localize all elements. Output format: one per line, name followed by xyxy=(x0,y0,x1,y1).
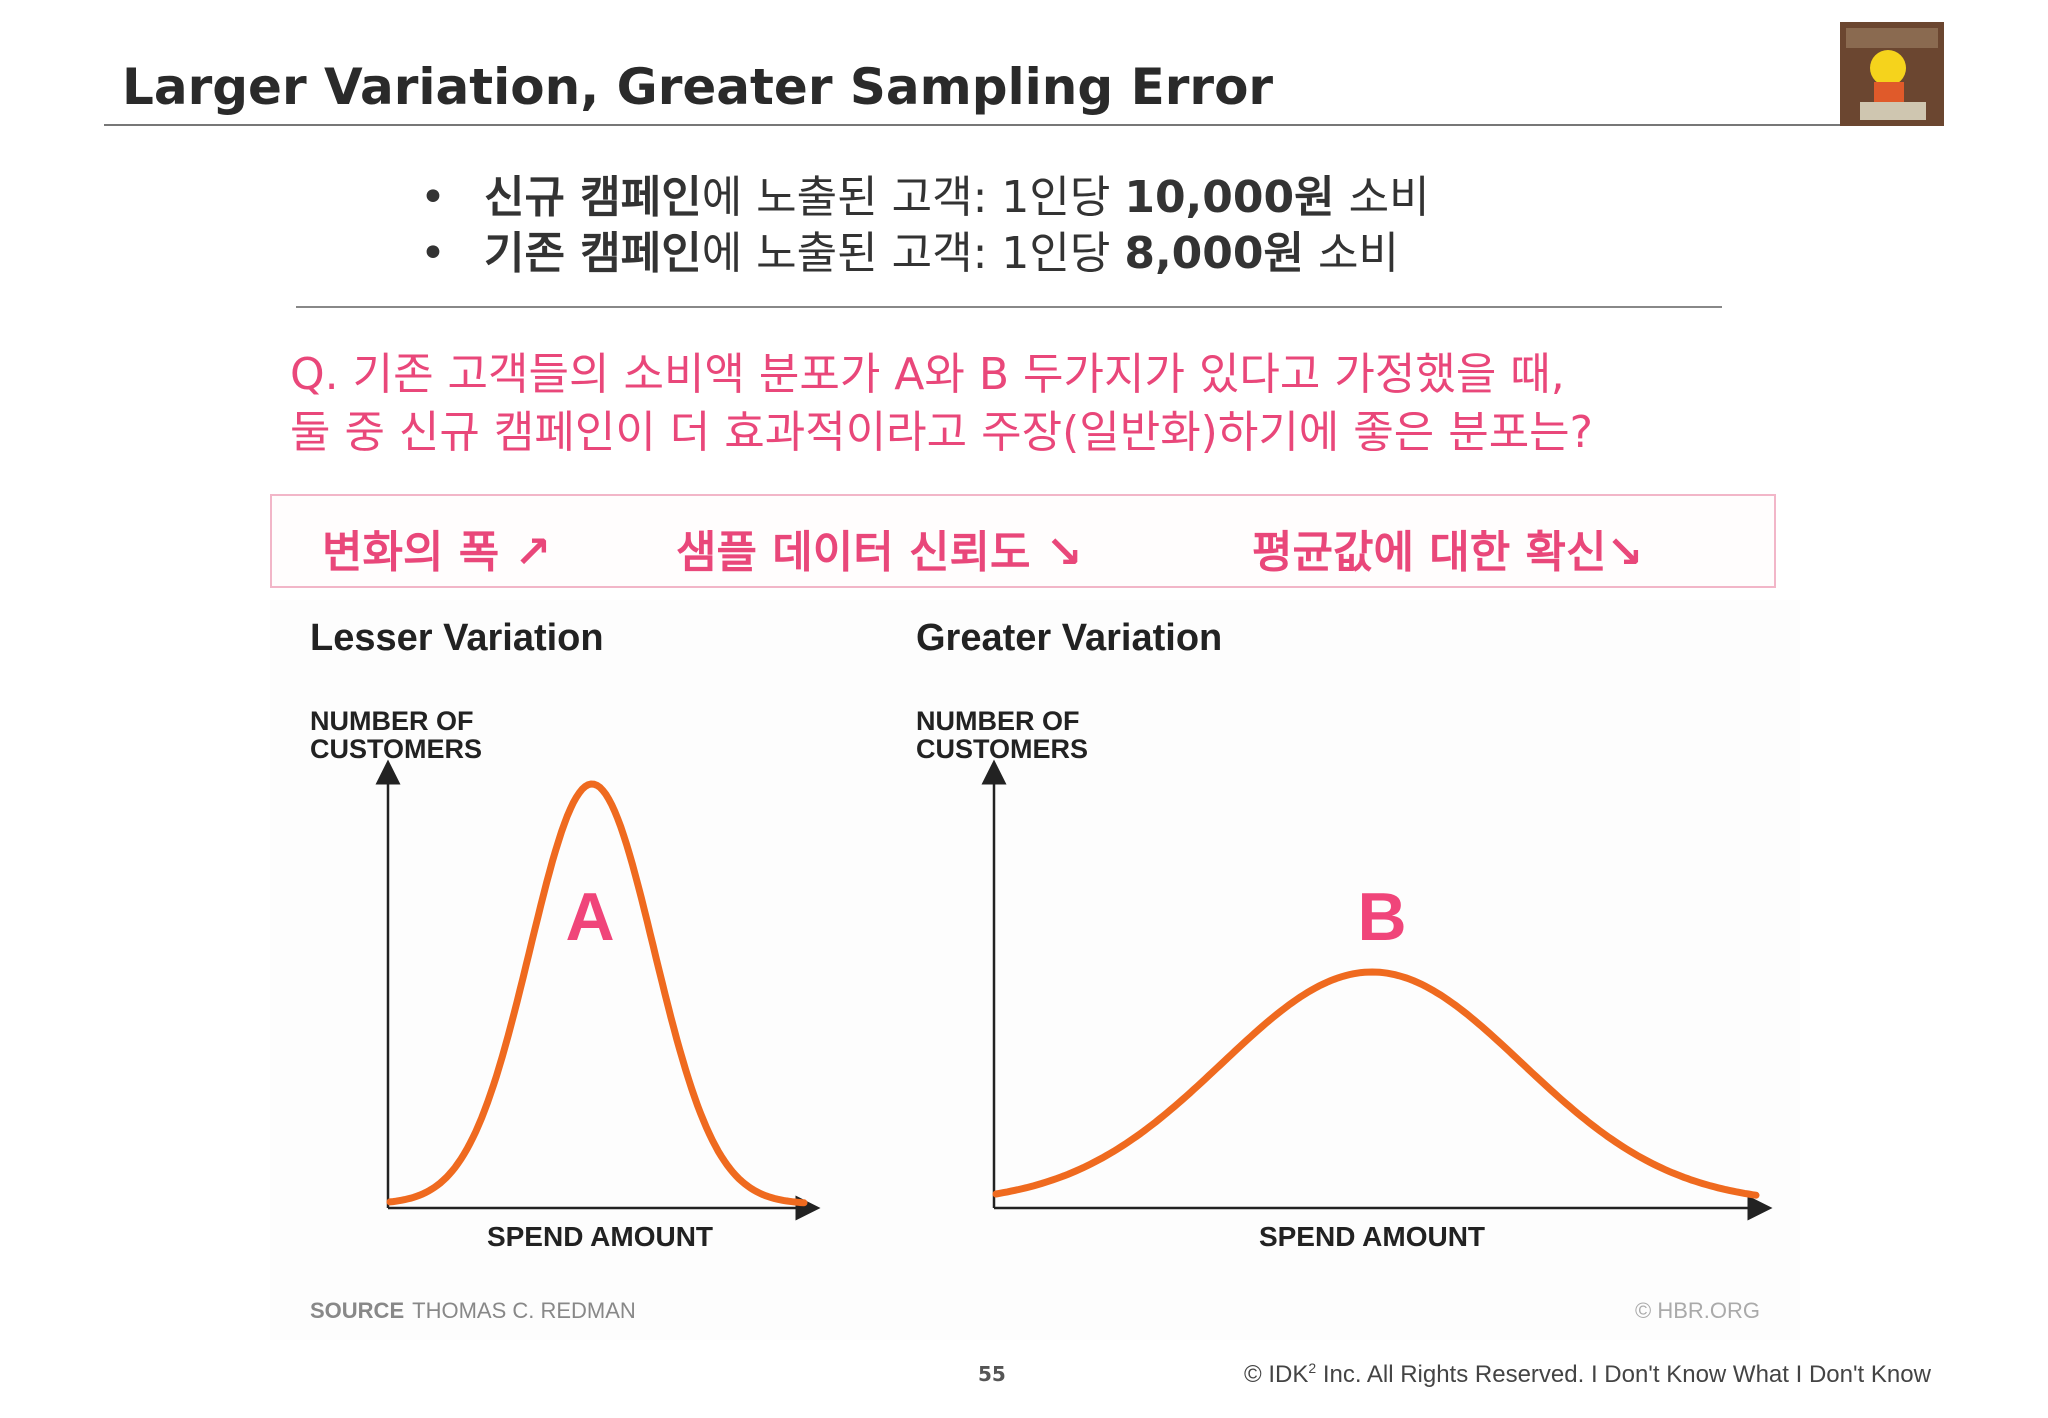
question-line-1: Q. 기존 고객들의 소비액 분포가 A와 B 두가지가 있다고 가정했을 때, xyxy=(290,349,1565,400)
bullet-dot: • xyxy=(420,172,446,223)
copyright-prefix: © IDK xyxy=(1244,1361,1309,1388)
bullet-dot: • xyxy=(420,228,446,279)
section-divider xyxy=(296,306,1722,308)
right-chart-title: Greater Variation xyxy=(916,617,1222,659)
left-ylabel-line1: NUMBER OF xyxy=(310,706,474,736)
curve-b xyxy=(992,968,1760,1199)
bullet-amount: 8,000원 xyxy=(1124,228,1304,279)
right-ylabel-line2: CUSTOMERS xyxy=(916,734,1088,764)
source-name: THOMAS C. REDMAN xyxy=(412,1298,636,1323)
cartoon-thumbnail xyxy=(1840,22,1944,126)
label-a: A xyxy=(565,879,614,955)
callout-box: 변화의 폭 ↗ 샘플 데이터 신뢰도 ↘ 평균값에 대한 확신↘ xyxy=(270,494,1776,588)
left-chart-title: Lesser Variation xyxy=(310,617,604,659)
bullet-new-campaign: • 신규 캠페인에 노출된 고객: 1인당 10,000원 소비 xyxy=(420,170,1430,226)
bullet-bold-label: 신규 캠페인 xyxy=(484,172,702,223)
callout-confidence: 평균값에 대한 확신↘ xyxy=(1252,527,1644,578)
bullet-suffix: 소비 xyxy=(1334,172,1430,223)
hbr-copyright: © HBR.ORG xyxy=(1635,1298,1760,1323)
page-number: 55 xyxy=(978,1362,1006,1386)
footer-copyright: © IDK2 Inc. All Rights Reserved. I Don't… xyxy=(1244,1360,1931,1389)
bullet-text: 에 노출된 고객: 1인당 xyxy=(701,228,1125,279)
bullet-amount: 10,000원 xyxy=(1124,172,1335,223)
left-ylabel-line2: CUSTOMERS xyxy=(310,734,482,764)
source-line: SOURCE THOMAS C. REDMAN xyxy=(310,1298,636,1323)
distribution-svg: Lesser Variation NUMBER OF CUSTOMERS A S… xyxy=(310,617,1773,1323)
bullet-text: 에 노출된 고객: 1인당 xyxy=(701,172,1125,223)
callout-variation: 변화의 폭 ↗ xyxy=(322,527,552,578)
right-xlabel: SPEND AMOUNT xyxy=(1259,1221,1485,1252)
slide-title: Larger Variation, Greater Sampling Error xyxy=(122,58,1274,116)
label-b: B xyxy=(1357,879,1406,955)
copyright-tail: Don't Know What I Don't Know xyxy=(1604,1361,1931,1388)
bullet-suffix: 소비 xyxy=(1303,228,1399,279)
campaign-bullets: • 신규 캠페인에 노출된 고객: 1인당 10,000원 소비 • 기존 캠페인에… xyxy=(420,170,1430,282)
bullet-bold-label: 기존 캠페인 xyxy=(484,228,702,279)
left-xlabel: SPEND AMOUNT xyxy=(487,1221,713,1252)
bullet-existing-campaign: • 기존 캠페인에 노출된 고객: 1인당 8,000원 소비 xyxy=(420,226,1430,282)
callout-reliability: 샘플 데이터 신뢰도 ↘ xyxy=(676,527,1083,578)
curve-a xyxy=(386,780,808,1207)
copyright-sup: 2 xyxy=(1308,1360,1317,1376)
question-text: Q. 기존 고객들의 소비액 분포가 A와 B 두가지가 있다고 가정했을 때,… xyxy=(290,346,1593,462)
distribution-figure: Lesser Variation NUMBER OF CUSTOMERS A S… xyxy=(270,600,1800,1340)
question-line-2: 둘 중 신규 캠페인이 더 효과적이라고 주장(일반화)하기에 좋은 분포는? xyxy=(290,407,1594,458)
copyright-mid: Inc. All Rights Reserved. I xyxy=(1316,1361,1605,1388)
right-ylabel-line1: NUMBER OF xyxy=(916,706,1080,736)
source-label: SOURCE xyxy=(310,1298,404,1323)
title-divider xyxy=(104,124,1944,126)
